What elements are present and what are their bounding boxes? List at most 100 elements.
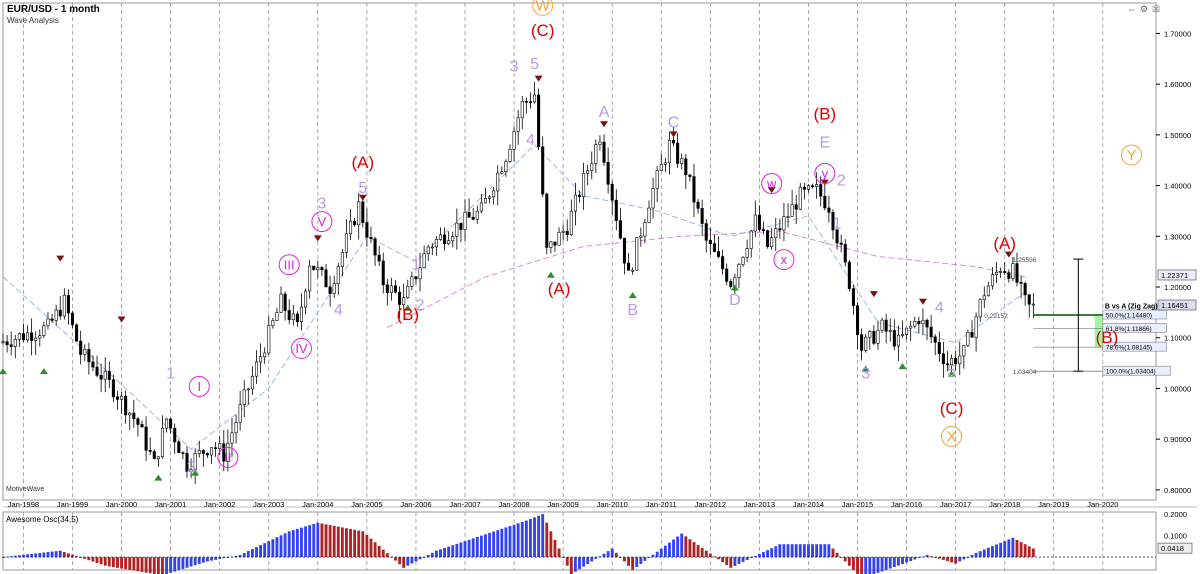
candle-bull	[864, 336, 868, 351]
osc-bar-down	[1019, 542, 1023, 558]
osc-bar-down	[79, 557, 83, 558]
candle-bear	[1015, 263, 1019, 283]
nav-arrows-icon[interactable]: ⇔	[1127, 4, 1136, 14]
candle-bull	[197, 450, 201, 454]
candle-bear	[941, 353, 945, 364]
candle-bear	[1003, 271, 1007, 274]
wave-label: y	[822, 166, 829, 181]
candle-bull	[402, 297, 406, 305]
osc-bar-down	[62, 552, 66, 558]
osc-bar-up	[463, 541, 467, 558]
fib-level-label: 100.0%(1.03404)	[1106, 369, 1156, 376]
wave-label: (B)	[813, 105, 836, 124]
candle-bear	[79, 340, 83, 355]
candle-bull	[790, 204, 794, 217]
osc-bar-up	[995, 544, 998, 558]
osc-bar-up	[802, 544, 806, 558]
wave-label: 2	[416, 297, 425, 314]
candle-bear	[1027, 294, 1031, 305]
wave-label: 3	[861, 365, 870, 382]
candle-bull	[655, 170, 659, 189]
wave-label: (A)	[993, 234, 1016, 253]
osc-bar-down	[353, 529, 357, 558]
candle-bear	[21, 333, 25, 341]
osc-bar-down	[684, 536, 688, 558]
osc-bar-down	[712, 556, 716, 558]
osc-bar-up	[304, 526, 307, 558]
candle-bull	[17, 333, 21, 340]
candle-bull	[340, 252, 344, 267]
candle-bull	[753, 214, 757, 232]
osc-bar-up	[602, 553, 606, 558]
osc-bar-up	[896, 557, 900, 566]
osc-bar-up	[439, 549, 442, 558]
osc-bar-up	[308, 525, 312, 558]
candle-bear	[99, 375, 103, 380]
osc-bar-up	[206, 557, 209, 562]
fib-level-label: 78.6%(1.08145)	[1106, 345, 1152, 352]
candle-bull	[504, 161, 508, 173]
osc-bar-down	[361, 531, 365, 558]
osc-bar-down	[688, 539, 692, 558]
candle-bull	[549, 241, 553, 248]
candle-bull	[974, 316, 978, 338]
candle-bear	[169, 418, 173, 429]
candle-bull	[806, 185, 810, 190]
osc-bar-up	[921, 556, 925, 558]
osc-bar-up	[639, 557, 643, 564]
candle-bull	[680, 158, 684, 164]
osc-bar-down	[324, 524, 328, 558]
candle-bull	[896, 334, 900, 347]
time-tick-label: Jan-2000	[106, 500, 137, 509]
wave-label: 4	[334, 302, 343, 319]
osc-bar-up	[815, 544, 819, 558]
osc-bar-down	[144, 557, 148, 573]
candle-bear	[945, 363, 950, 366]
time-tick-label: Jan-2005	[351, 500, 382, 509]
osc-bar-up	[471, 538, 475, 558]
osc-bar-up	[778, 544, 782, 558]
price-tick-label: 1.30000	[1164, 232, 1191, 241]
candle-bear	[222, 443, 226, 462]
settings-icon[interactable]: ⚙	[1140, 4, 1149, 14]
candle-bull	[267, 325, 271, 354]
wave-label: Y	[1126, 147, 1136, 164]
osc-bar-up	[165, 557, 168, 574]
wave-label: 5	[947, 363, 956, 380]
candle-bull	[950, 358, 954, 366]
candle-bear	[295, 313, 299, 323]
osc-bar-up	[663, 545, 667, 558]
osc-bar-down	[941, 557, 945, 560]
swing-low-marker	[546, 271, 555, 278]
osc-bar-down	[132, 557, 136, 571]
candle-bull	[900, 334, 905, 336]
candle-bear	[140, 424, 144, 428]
candle-bull	[242, 389, 246, 405]
osc-bar-up	[774, 546, 778, 558]
osc-bar-down	[161, 557, 164, 574]
wave-label-circle	[814, 162, 836, 184]
osc-bar-up	[647, 557, 651, 558]
candle-bull	[418, 267, 422, 280]
osc-bar-up	[13, 555, 17, 558]
candle-bull	[103, 370, 107, 380]
close-icon[interactable]: ☒	[1152, 4, 1161, 14]
candle-bear	[443, 234, 447, 245]
osc-bar-up	[888, 557, 892, 569]
candle-bear	[802, 186, 806, 190]
candle-bear	[312, 265, 316, 271]
wave-label: C	[668, 114, 680, 131]
osc-bar-down	[1031, 548, 1035, 558]
swing-low-marker	[0, 368, 7, 375]
wave-label: 4	[526, 132, 535, 149]
osc-bar-up	[434, 550, 438, 558]
swing-low-marker	[730, 284, 739, 291]
price-annotation: 1.03404	[1013, 369, 1037, 376]
wave-label-circle	[773, 249, 795, 271]
osc-bar-down	[700, 547, 704, 558]
osc-bar-up	[422, 557, 426, 558]
osc-bar-up	[300, 527, 303, 558]
candle-bull	[304, 290, 308, 308]
